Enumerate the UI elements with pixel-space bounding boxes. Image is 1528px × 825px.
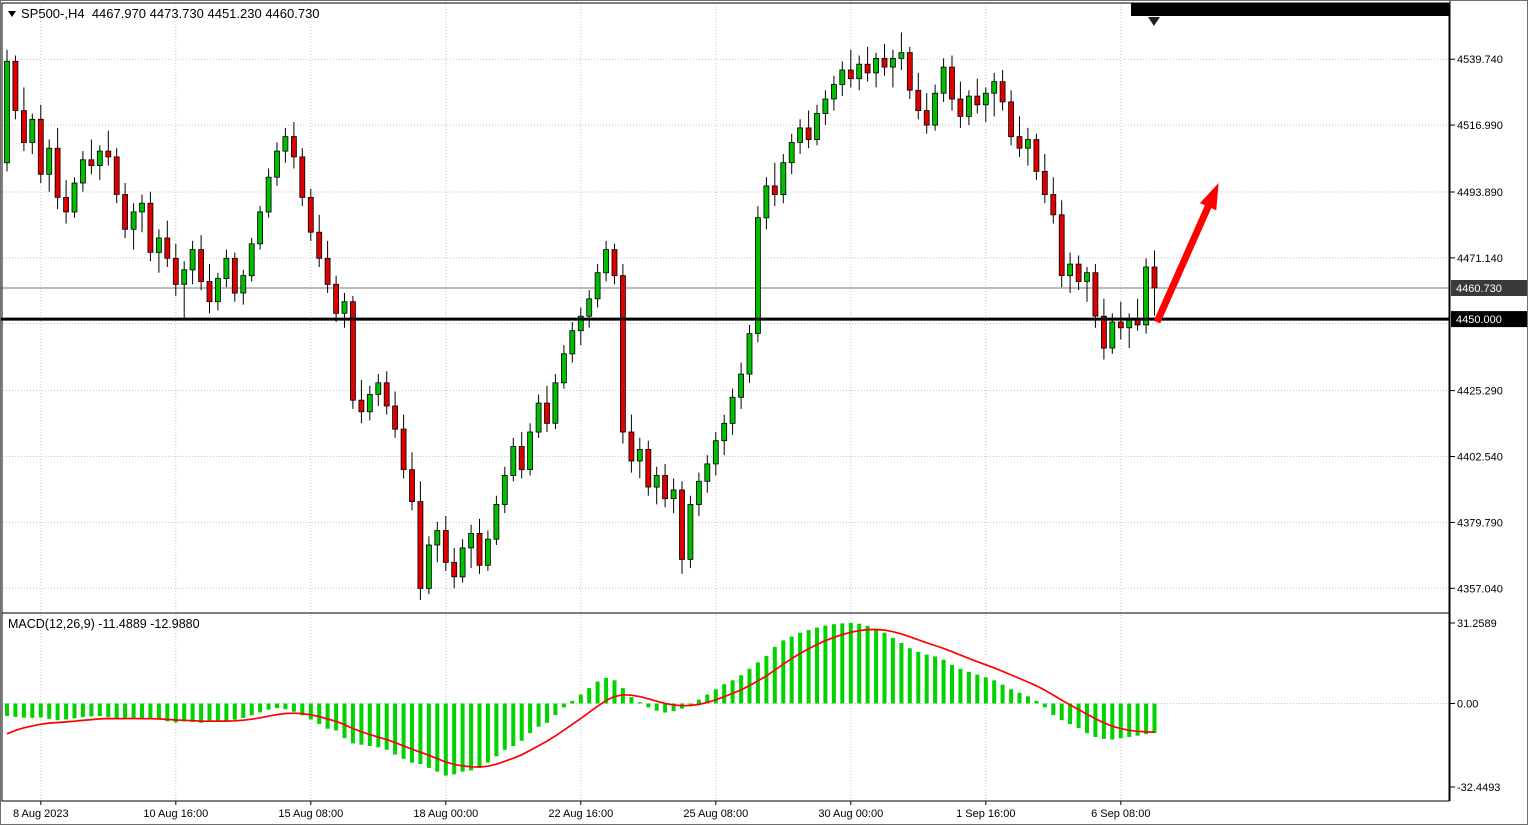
symbol-ohlc-text: SP500-,H4 4467.970 4473.730 4451.230 446… xyxy=(21,6,320,21)
time-axis: 8 Aug 2023 10 Aug 16:00 15 Aug 08:00 18 Aug… xyxy=(13,801,1150,820)
macd-indicator-label: MACD(12,26,9) -11.4889 -12.9880 xyxy=(8,617,200,631)
support-price-tag xyxy=(1451,311,1527,328)
axis-label: 6 Sep 08:00 xyxy=(1091,808,1150,820)
axis-label: 4471.140 xyxy=(1457,253,1503,265)
axis-label: 4460.730 xyxy=(1456,283,1502,295)
axis-label: 4450.000 xyxy=(1456,314,1502,326)
trend-arrow[interactable] xyxy=(1153,183,1219,324)
axis-label: 4357.040 xyxy=(1457,583,1503,595)
axis-label: 0.00 xyxy=(1457,699,1478,711)
axis-label: 4539.740 xyxy=(1457,54,1503,66)
macd-panel-border xyxy=(1,612,1450,802)
axis-label: 10 Aug 16:00 xyxy=(143,808,208,820)
current-price-tag xyxy=(1451,280,1527,296)
axis-label: 1 Sep 16:00 xyxy=(956,808,1015,820)
axis-label: 25 Aug 08:00 xyxy=(683,808,748,820)
grid xyxy=(3,3,1449,801)
symbol-dropdown-icon xyxy=(8,10,16,17)
black-bar xyxy=(1131,3,1449,16)
axis-label: 4516.990 xyxy=(1457,120,1503,132)
axis-label: 18 Aug 00:00 xyxy=(413,808,478,820)
axis-label: -32.4493 xyxy=(1457,782,1500,794)
axis-label: 31.2589 xyxy=(1457,618,1497,630)
main-panel-border xyxy=(1,2,1450,614)
axis-label: 22 Aug 16:00 xyxy=(548,808,613,820)
chart-shift-marker-icon xyxy=(1148,17,1160,26)
axis-label: 15 Aug 08:00 xyxy=(278,808,343,820)
macd-signal-line xyxy=(6,628,1155,768)
axis-label: 8 Aug 2023 xyxy=(13,808,69,820)
axis-label: 4379.790 xyxy=(1457,517,1503,529)
macd-histogram xyxy=(5,622,1157,776)
axis-label: 4425.290 xyxy=(1457,386,1503,398)
axis-label: 4493.890 xyxy=(1457,187,1503,199)
price-axis: 4539.740 4516.990 4493.890 4471.140 4425.290… xyxy=(1450,54,1527,794)
candlestick-series xyxy=(4,32,1158,600)
axis-label: 30 Aug 00:00 xyxy=(818,808,883,820)
chart-title: SP500-,H4 4467.970 4473.730 4451.230 446… xyxy=(8,6,320,21)
axis-label: 4402.540 xyxy=(1457,452,1503,464)
